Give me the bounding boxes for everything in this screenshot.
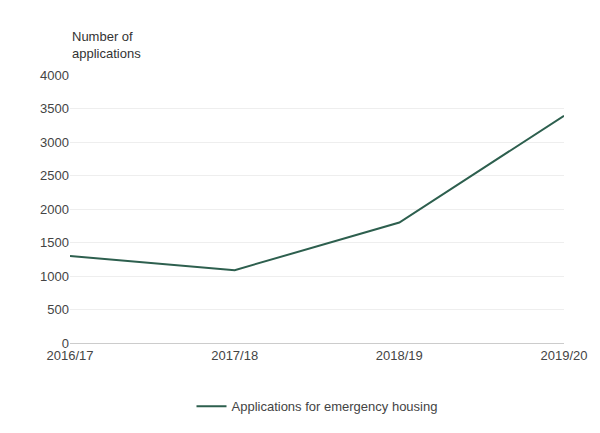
svg-text:2016/17: 2016/17 bbox=[47, 348, 94, 363]
svg-text:2017/18: 2017/18 bbox=[211, 348, 258, 363]
svg-text:1000: 1000 bbox=[40, 269, 69, 284]
svg-text:500: 500 bbox=[47, 302, 69, 317]
svg-text:Number ofapplications: Number ofapplications bbox=[72, 29, 141, 61]
svg-text:2019/20: 2019/20 bbox=[541, 348, 588, 363]
svg-text:3500: 3500 bbox=[40, 101, 69, 116]
svg-text:0: 0 bbox=[62, 336, 69, 351]
svg-text:2000: 2000 bbox=[40, 202, 69, 217]
svg-text:2500: 2500 bbox=[40, 168, 69, 183]
svg-text:3000: 3000 bbox=[40, 135, 69, 150]
svg-text:4000: 4000 bbox=[40, 68, 69, 83]
svg-text:Applications for emergency hou: Applications for emergency housing bbox=[232, 399, 438, 414]
svg-text:2018/19: 2018/19 bbox=[376, 348, 423, 363]
svg-text:1500: 1500 bbox=[40, 235, 69, 250]
